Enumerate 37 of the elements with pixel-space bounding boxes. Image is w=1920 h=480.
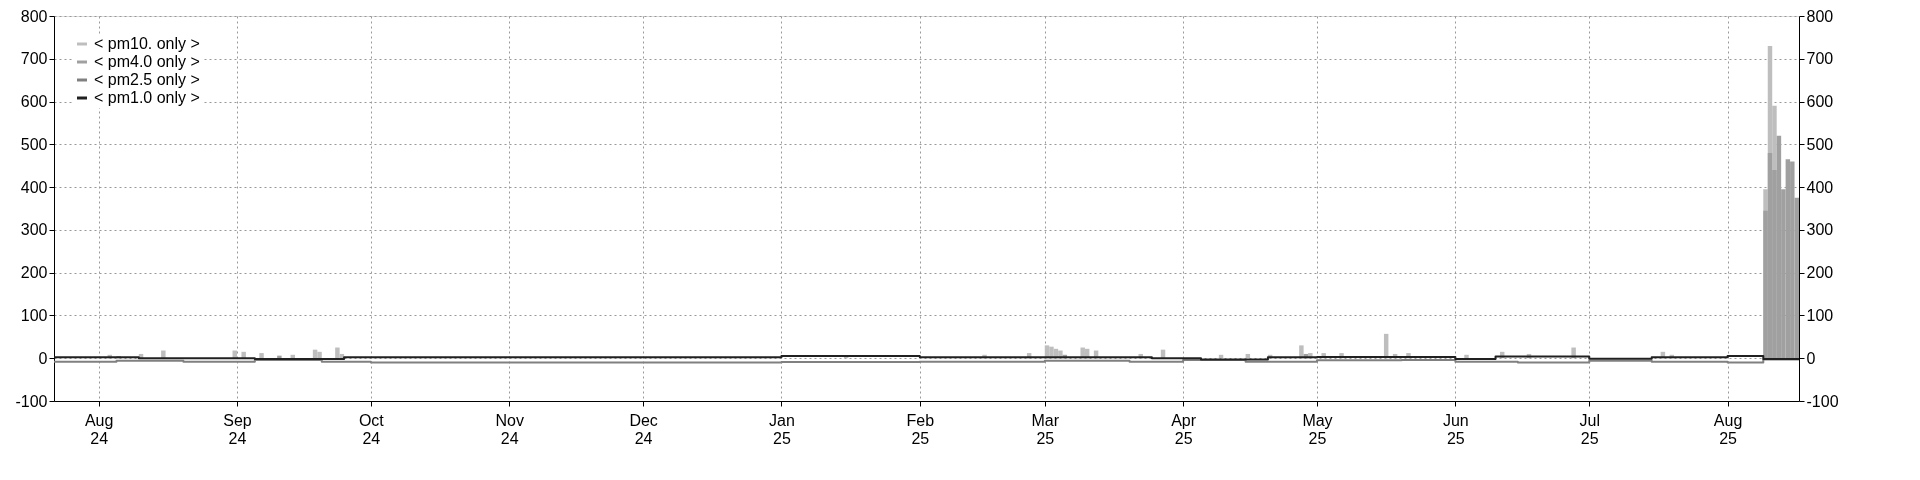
x-tick-label: Mar 25: [1031, 411, 1060, 447]
y-tick-label: 0: [38, 349, 48, 367]
x-tick-label: Jun 25: [1442, 411, 1469, 447]
legend-label: < pm2.5 only >: [94, 71, 200, 88]
legend-label: < pm4.0 only >: [94, 53, 200, 70]
y-tick-label: 400: [20, 178, 48, 196]
y2-tick-label: 0: [1806, 349, 1816, 367]
y2-tick-label: 800: [1806, 7, 1834, 25]
y-tick-label: 800: [20, 7, 48, 25]
legend-label: < pm10. only >: [94, 35, 200, 52]
x-tick-label: May 25: [1302, 411, 1333, 447]
x-tick-label: Jul 25: [1579, 411, 1600, 447]
y2-tick-label: 200: [1806, 264, 1834, 282]
y2-tick-label: 700: [1806, 50, 1834, 68]
x-tick-label: Feb 25: [906, 411, 935, 447]
y-tick-label: -100: [15, 392, 48, 410]
y-tick-label: 300: [20, 221, 48, 239]
y-tick-label: 100: [20, 306, 48, 324]
x-tick-label: Aug 24: [84, 411, 114, 447]
legend-label: < pm1.0 only >: [94, 89, 200, 106]
y2-tick-label: -100: [1806, 392, 1839, 410]
x-tick-label: Sep 24: [223, 411, 252, 447]
x-tick-label: Dec 24: [629, 411, 658, 447]
y-tick-label: 200: [20, 264, 48, 282]
y2-tick-label: 400: [1806, 178, 1834, 196]
y-tick-label: 500: [20, 135, 48, 153]
y2-tick-label: 500: [1806, 135, 1834, 153]
x-tick-label: Aug 25: [1713, 411, 1743, 447]
y2-tick-label: 100: [1806, 306, 1834, 324]
x-tick-label: Jan 25: [769, 411, 795, 447]
x-tick-label: Oct 24: [358, 411, 385, 447]
x-tick-label: Apr 25: [1171, 411, 1197, 447]
y2-tick-label: 300: [1806, 221, 1834, 239]
y-tick-label: 700: [20, 50, 48, 68]
y2-tick-label: 600: [1806, 93, 1834, 111]
y-tick-label: 600: [20, 93, 48, 111]
x-tick-label: Nov 24: [495, 411, 524, 447]
